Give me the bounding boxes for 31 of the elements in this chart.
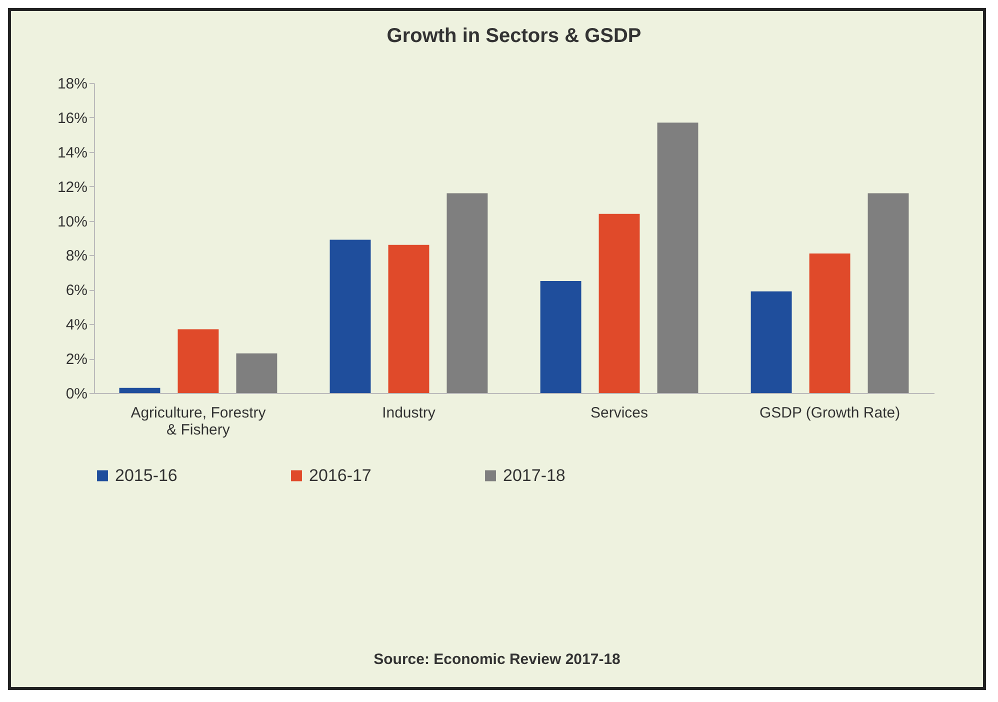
legend-label: 2015-16 — [115, 466, 178, 485]
chart-title: Growth in Sectors & GSDP — [386, 25, 642, 47]
bar — [119, 388, 160, 393]
bar — [446, 193, 488, 393]
y-tick-label: 10% — [57, 213, 88, 230]
bar — [540, 281, 582, 393]
bar — [868, 193, 909, 393]
bar — [236, 353, 278, 393]
y-tick-label: 14% — [57, 144, 88, 162]
y-tick-label: 12% — [57, 178, 88, 196]
y-tick-label: 6% — [66, 282, 88, 300]
y-tick-label: 8% — [66, 248, 88, 265]
bar — [657, 122, 698, 393]
y-tick-label: 16% — [57, 110, 88, 127]
source-note: Source: Economic Review 2017-18 — [372, 651, 622, 668]
y-tick-label: 0% — [66, 386, 88, 402]
bar — [388, 244, 430, 393]
legend-label: 2016-17 — [309, 466, 372, 485]
x-tick-label: GSDP (Growth Rate) — [759, 404, 900, 422]
bar — [809, 254, 850, 393]
x-tick-label: Industry — [382, 404, 436, 422]
bar — [750, 291, 792, 393]
legend-label: 2017-18 — [503, 466, 566, 485]
bar — [598, 214, 640, 393]
x-tick-label: Services — [590, 404, 648, 422]
y-tick-label: 4% — [66, 316, 88, 334]
y-tick-label: 18% — [57, 76, 88, 92]
bar — [330, 240, 371, 393]
bar — [178, 329, 219, 393]
x-tick-label: Agriculture, Forestry & Fishery — [130, 404, 266, 438]
y-tick-label: 2% — [66, 351, 88, 368]
